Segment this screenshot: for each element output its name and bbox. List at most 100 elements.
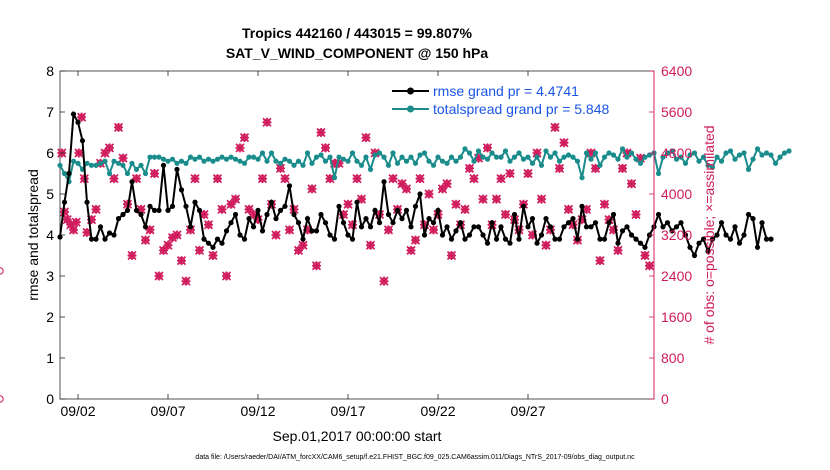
totalspread-point xyxy=(565,152,572,158)
rmse-point xyxy=(192,199,198,205)
totalspread-point xyxy=(628,150,635,156)
obs-count-point xyxy=(428,225,439,235)
rmse-point xyxy=(57,234,63,240)
plot-area xyxy=(0,71,792,403)
totalspread-point xyxy=(772,160,779,166)
obs-count-point xyxy=(221,271,232,281)
x-tick-label: 09/22 xyxy=(420,403,455,419)
rmse-point xyxy=(61,199,68,205)
obs-count-point xyxy=(163,240,173,250)
obs-count-point xyxy=(437,184,448,194)
obs-count-point xyxy=(523,168,533,179)
rmse-point xyxy=(583,224,590,230)
totalspread-point xyxy=(219,154,225,160)
rmse-series xyxy=(57,110,774,259)
rmse-point xyxy=(97,224,104,230)
totalspread-point xyxy=(444,160,450,166)
totalspread-point xyxy=(682,160,689,166)
rmse-point xyxy=(300,236,306,242)
x-tick-label: 09/07 xyxy=(150,403,185,419)
obs-count-point xyxy=(343,199,353,209)
rmse-point xyxy=(309,228,315,234)
obs-count-point xyxy=(113,122,124,132)
rmse-point xyxy=(669,228,675,234)
obs-count-point xyxy=(536,194,547,204)
obs-count-point xyxy=(491,194,502,204)
x-axis: 09/02 09/07 09/12 09/17 09/22 09/27 xyxy=(60,71,546,419)
rmse-point xyxy=(196,207,203,213)
obs-count-point xyxy=(482,143,493,153)
rmse-point xyxy=(106,230,113,236)
totalspread-point xyxy=(255,156,261,162)
totalspread-point xyxy=(642,154,648,160)
totalspread-point xyxy=(786,148,792,154)
y-tick-label: 6 xyxy=(46,145,54,161)
totalspread-point xyxy=(574,158,581,164)
totalspread-point xyxy=(327,154,333,160)
rmse-point xyxy=(133,207,140,213)
obs-count-point xyxy=(172,230,182,240)
rmse-point xyxy=(561,224,567,230)
rmse-point xyxy=(529,216,536,222)
rmse-point xyxy=(214,236,221,242)
rmse-point xyxy=(151,207,158,213)
x-tick-label: 09/12 xyxy=(240,403,275,419)
rmse-point xyxy=(705,248,711,254)
rmse-point xyxy=(471,224,477,230)
totalspread-point xyxy=(462,146,468,152)
obs-count-point xyxy=(554,163,565,173)
y2-tick-label: 3200 xyxy=(661,227,692,243)
totalspread-point xyxy=(547,154,554,160)
obs-count-point xyxy=(226,199,236,209)
legend-rmse-label: rmse grand pr = 4.4741 xyxy=(433,83,579,99)
x-tick-label: 09/27 xyxy=(510,403,545,419)
obs-count-point xyxy=(442,179,452,189)
totalspread-point xyxy=(246,154,252,160)
totalspread-point xyxy=(390,150,396,156)
obs-count-point xyxy=(500,209,511,220)
rmse-point xyxy=(340,220,347,226)
rmse-point xyxy=(255,207,261,213)
obs-count-point xyxy=(464,163,475,173)
rmse-point xyxy=(237,232,243,238)
rmse-point xyxy=(435,207,441,213)
rmse-point xyxy=(601,236,608,242)
totalspread-point xyxy=(318,152,324,158)
rmse-point xyxy=(493,236,500,242)
totalspread-point xyxy=(156,154,162,160)
totalspread-point xyxy=(372,152,378,158)
rmse-point xyxy=(714,232,720,238)
obs-count-point xyxy=(131,174,142,184)
rmse-point xyxy=(556,236,563,242)
obs-count-point xyxy=(365,240,376,250)
totalspread-point xyxy=(363,154,369,160)
totalspread-point xyxy=(781,150,788,156)
obs-count-point xyxy=(181,276,191,286)
rmse-point xyxy=(723,232,729,238)
rmse-point xyxy=(754,244,761,250)
totalspread-point xyxy=(160,156,167,162)
rmse-point xyxy=(489,220,495,226)
rmse-point xyxy=(277,207,284,213)
obs-count-point xyxy=(71,217,81,227)
totalspread-point xyxy=(664,150,671,156)
rmse-point xyxy=(552,236,558,242)
obs-count-point xyxy=(257,174,268,184)
totalspread-point xyxy=(241,160,248,166)
rmse-point xyxy=(138,211,144,218)
rmse-point xyxy=(421,232,428,238)
obs-count-point xyxy=(383,225,394,235)
rmse-point xyxy=(79,138,86,144)
obs-count-point xyxy=(208,250,218,261)
totalspread-point xyxy=(745,166,752,172)
totalspread-point xyxy=(120,162,126,168)
totalspread-point xyxy=(435,154,441,160)
obs-count-series xyxy=(0,113,655,403)
rmse-point xyxy=(610,211,617,218)
rmse-point xyxy=(273,216,279,222)
totalspread-point xyxy=(610,152,617,158)
totalspread-point xyxy=(534,154,540,160)
totalspread-series xyxy=(57,146,792,185)
totalspread-point xyxy=(75,160,81,166)
obs-count-point xyxy=(388,174,398,184)
